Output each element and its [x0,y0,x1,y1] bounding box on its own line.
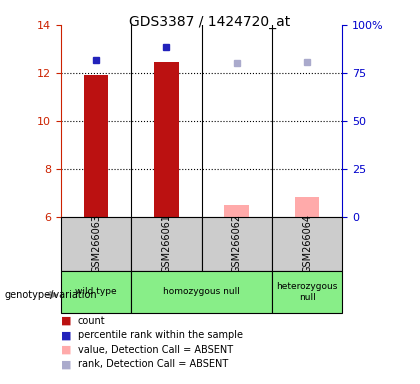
Text: GSM266064: GSM266064 [302,214,312,273]
Text: GDS3387 / 1424720_at: GDS3387 / 1424720_at [129,15,291,28]
Bar [131,217,202,271]
Text: GSM266061: GSM266061 [161,214,171,273]
Bar [272,271,342,313]
Text: GSM266063: GSM266063 [91,214,101,273]
Bar [131,271,272,313]
Bar [61,217,131,271]
Text: ■: ■ [61,330,71,340]
Text: count: count [78,316,105,326]
Text: wild type: wild type [75,287,117,296]
Bar [84,75,108,217]
Bar [154,62,179,217]
Text: percentile rank within the sample: percentile rank within the sample [78,330,243,340]
Bar [295,197,320,217]
Text: value, Detection Call = ABSENT: value, Detection Call = ABSENT [78,345,233,355]
Text: ■: ■ [61,345,71,355]
Text: homozygous null: homozygous null [163,287,240,296]
Text: genotype/variation: genotype/variation [4,290,97,300]
Bar [272,217,342,271]
Bar [202,217,272,271]
Text: heterozygous
null: heterozygous null [276,282,338,301]
Text: rank, Detection Call = ABSENT: rank, Detection Call = ABSENT [78,359,228,369]
Text: ■: ■ [61,359,71,369]
Bar [224,205,249,217]
Text: GSM266062: GSM266062 [232,214,242,273]
Bar [61,271,131,313]
Text: ■: ■ [61,316,71,326]
